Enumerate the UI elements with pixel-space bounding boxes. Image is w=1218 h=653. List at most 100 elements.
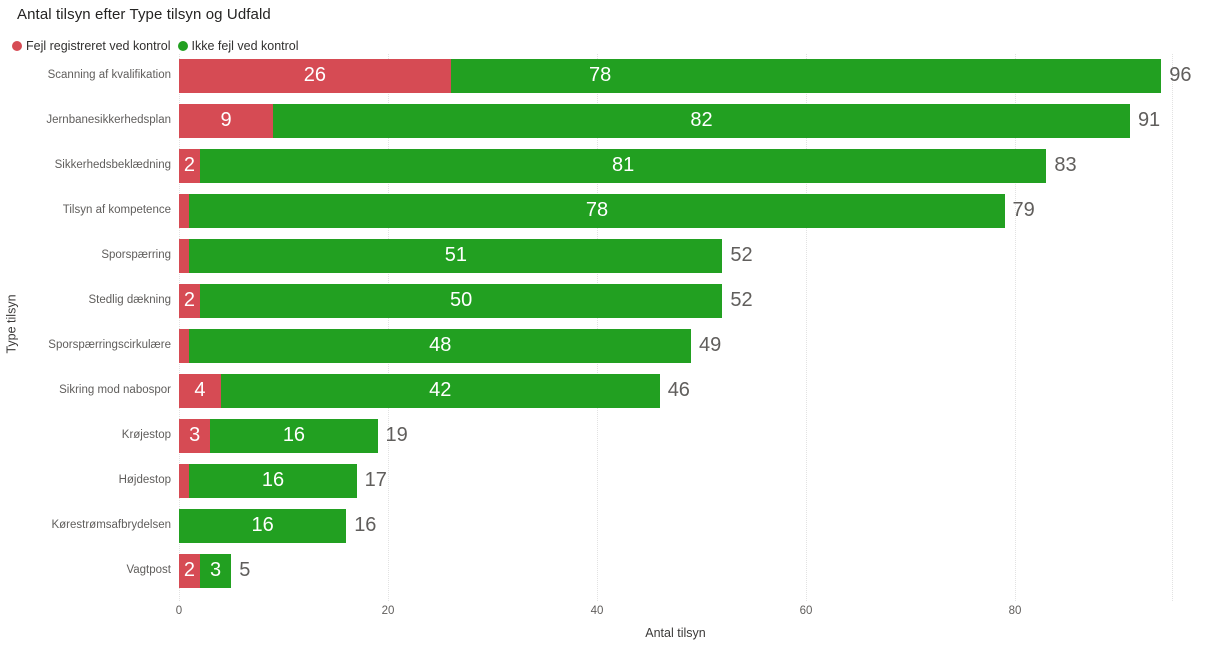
gridline xyxy=(1015,54,1016,601)
category-label: Krøjestop xyxy=(121,429,171,441)
segment-label-ikke-fejl: 16 xyxy=(282,424,306,446)
segment-label-fejl: 3 xyxy=(189,424,201,446)
bar-3[interactable] xyxy=(179,149,1047,183)
category-label: Højdestop xyxy=(118,474,171,486)
segment-ikke-fejl[interactable] xyxy=(210,419,378,453)
segment-label-ikke-fejl: 50 xyxy=(450,289,473,311)
bar-total-label: 83 xyxy=(1054,154,1077,176)
bar-2[interactable] xyxy=(179,104,1130,138)
bar-6[interactable] xyxy=(179,284,723,318)
plot-area: Antal tilsyn 0 20 40 60 80 Scanning af kvalif… xyxy=(46,54,1192,640)
bar-10[interactable] xyxy=(179,464,357,498)
x-tick-label: 80 xyxy=(1008,605,1022,617)
legend-label-ikke-fejl: Ikke fejl ved kontrol xyxy=(191,39,299,53)
bar-total-label: 49 xyxy=(699,334,722,356)
legend-item-fejl[interactable]: Fejl registreret ved kontrol xyxy=(12,39,171,53)
segment-label-ikke-fejl: 48 xyxy=(429,334,452,356)
segment-fejl[interactable] xyxy=(179,464,190,498)
segment-label-ikke-fejl: 78 xyxy=(589,64,612,86)
legend-item-ikke-fejl[interactable]: Ikke fejl ved kontrol xyxy=(177,39,299,53)
gridline xyxy=(1171,54,1173,601)
segment-label-ikke-fejl: 42 xyxy=(429,379,452,401)
bar-11[interactable] xyxy=(179,509,347,543)
segment-ikke-fejl[interactable] xyxy=(273,104,1130,138)
bar-5[interactable] xyxy=(179,239,723,273)
bar-total-label: 16 xyxy=(354,514,377,536)
segment-ikke-fejl[interactable] xyxy=(450,59,1162,93)
legend-label-fejl: Fejl registreret ved kontrol xyxy=(26,39,171,53)
category-label: Vagtpost xyxy=(126,564,171,576)
bar-total-label: 19 xyxy=(385,424,408,446)
category-label: Kørestrømsafbrydelsen xyxy=(51,519,171,531)
segment-label-ikke-fejl: 16 xyxy=(261,469,285,491)
x-tick-label: 40 xyxy=(590,605,604,617)
segment-ikke-fejl[interactable] xyxy=(199,554,232,588)
bar-total-label: 79 xyxy=(1012,199,1035,221)
bar-total-label: 5 xyxy=(239,559,251,581)
bar-total-label: 91 xyxy=(1137,109,1161,131)
bar-12[interactable] xyxy=(179,554,232,588)
segment-fejl[interactable] xyxy=(179,194,190,228)
bar-1[interactable] xyxy=(179,59,1162,93)
segment-ikke-fejl[interactable] xyxy=(189,239,723,273)
segment-fejl[interactable] xyxy=(179,329,190,363)
category-label: Stedlig dækning xyxy=(88,294,171,306)
category-label: Jernbanesikkerhedsplan xyxy=(46,114,171,126)
segment-label-ikke-fejl: 3 xyxy=(210,559,222,581)
gridline xyxy=(806,54,807,601)
segment-ikke-fejl[interactable] xyxy=(199,149,1047,183)
segment-fejl[interactable] xyxy=(179,374,221,408)
x-tick-label: 0 xyxy=(175,605,183,617)
bar-4[interactable] xyxy=(179,194,1005,228)
segment-fejl[interactable] xyxy=(179,104,274,138)
segment-ikke-fejl[interactable] xyxy=(199,284,723,318)
bar-total-label: 52 xyxy=(730,289,753,311)
bar-8[interactable] xyxy=(179,374,660,408)
category-label: Sporspærring xyxy=(101,249,171,261)
bar-9[interactable] xyxy=(179,419,378,453)
segment-label-fejl: 2 xyxy=(183,289,195,311)
segment-ikke-fejl[interactable] xyxy=(189,194,1005,228)
segment-ikke-fejl[interactable] xyxy=(189,329,692,363)
category-label: Sporspærringscirkulære xyxy=(48,339,171,351)
bar-total-label: 17 xyxy=(364,469,387,491)
bar-7[interactable] xyxy=(179,329,692,363)
segment-fejl[interactable] xyxy=(179,284,200,318)
segment-fejl[interactable] xyxy=(179,239,190,273)
segment-label-ikke-fejl: 82 xyxy=(690,109,713,131)
chart-title: Antal tilsyn efter Type tilsyn og Udfald xyxy=(17,6,271,23)
legend: Fejl registreret ved kontrol Ikke fejl v… xyxy=(12,39,299,53)
segment-label-fejl: 9 xyxy=(220,109,232,131)
segment-label-fejl: 2 xyxy=(183,559,195,581)
segment-label-fejl: 26 xyxy=(303,64,326,86)
gridline xyxy=(597,54,598,601)
category-label: Tilsyn af kompetence xyxy=(62,204,171,216)
category-label: Sikring mod nabospor xyxy=(59,384,171,396)
segment-label-ikke-fejl: 51 xyxy=(444,244,468,266)
segment-label-ikke-fejl: 78 xyxy=(585,199,609,221)
bar-total-label: 96 xyxy=(1169,64,1192,86)
x-tick-label: 20 xyxy=(381,605,395,617)
segment-label-ikke-fejl: 81 xyxy=(612,154,635,176)
segment-ikke-fejl[interactable] xyxy=(179,509,347,543)
segment-fejl[interactable] xyxy=(179,554,200,588)
segment-ikke-fejl[interactable] xyxy=(189,464,357,498)
segment-fejl[interactable] xyxy=(179,59,451,93)
segment-fejl[interactable] xyxy=(179,419,211,453)
segment-fejl[interactable] xyxy=(179,149,200,183)
category-label: Sikkerhedsbeklædning xyxy=(54,159,171,171)
segment-label-fejl: 4 xyxy=(194,379,206,401)
y-axis-title-holder: Type tilsyn xyxy=(2,54,22,594)
bar-total-label: 46 xyxy=(667,379,690,401)
category-label: Scanning af kvalifikation xyxy=(47,69,171,81)
segment-ikke-fejl[interactable] xyxy=(220,374,660,408)
legend-dot-green-icon xyxy=(177,41,188,51)
gridline xyxy=(388,54,389,601)
segment-label-ikke-fejl: 16 xyxy=(251,514,274,536)
x-tick-label: 60 xyxy=(799,605,813,617)
x-axis-title: Antal tilsyn xyxy=(645,626,706,640)
gridline xyxy=(179,54,180,601)
segment-label-fejl: 2 xyxy=(183,154,195,176)
legend-dot-red-icon xyxy=(12,41,22,51)
